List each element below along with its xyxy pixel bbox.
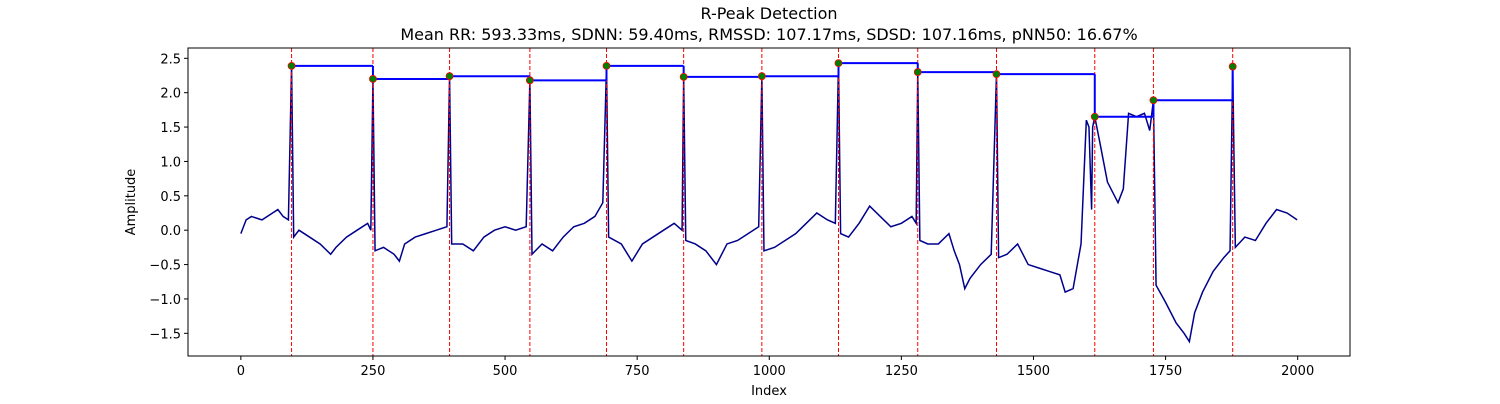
- y-tick-label: 0.5: [160, 190, 181, 205]
- y-tick-label: 2.5: [160, 52, 181, 67]
- x-tick-label: 500: [493, 364, 518, 379]
- chart-title: R-Peak Detection: [700, 4, 837, 23]
- peak-point: [913, 68, 922, 76]
- x-tick-label: 2000: [1281, 364, 1314, 379]
- peak-point: [992, 70, 1001, 79]
- x-tick-label: 0: [237, 364, 245, 379]
- x-tick-label: 1250: [885, 364, 918, 379]
- y-tick-label: −0.5: [149, 259, 181, 274]
- y-tick-label: −1.5: [149, 327, 181, 342]
- peak-point: [287, 61, 296, 70]
- peak-point: [369, 75, 377, 83]
- chart-subtitle: Mean RR: 593.33ms, SDNN: 59.40ms, RMSSD:…: [400, 25, 1137, 44]
- peak-point: [1090, 112, 1099, 121]
- y-tick-label: −1.0: [149, 293, 181, 308]
- peak-point: [602, 61, 611, 70]
- y-tick-label: 1.5: [160, 121, 181, 136]
- y-tick-label: 0.0: [160, 224, 181, 239]
- peak-point: [525, 76, 534, 85]
- peak-point: [1228, 62, 1237, 71]
- x-tick-label: 1750: [1149, 364, 1182, 379]
- peak-point: [834, 59, 843, 68]
- peak-point: [445, 72, 454, 81]
- y-tick-label: 2.0: [160, 87, 181, 102]
- peak-point: [757, 72, 766, 81]
- signal-line: [240, 63, 1298, 344]
- x-tick-label: 250: [361, 364, 386, 379]
- x-tick-label: 1500: [1017, 364, 1050, 379]
- y-axis-label: Amplitude: [124, 169, 139, 236]
- peak-point: [679, 72, 688, 81]
- plot-frame: [187, 47, 1351, 357]
- x-tick-label: 1000: [753, 364, 786, 379]
- x-tick-label: 750: [625, 364, 650, 379]
- y-tick-label: 1.0: [160, 155, 181, 170]
- x-axis-label: Index: [751, 384, 787, 399]
- peak-point: [1149, 96, 1158, 105]
